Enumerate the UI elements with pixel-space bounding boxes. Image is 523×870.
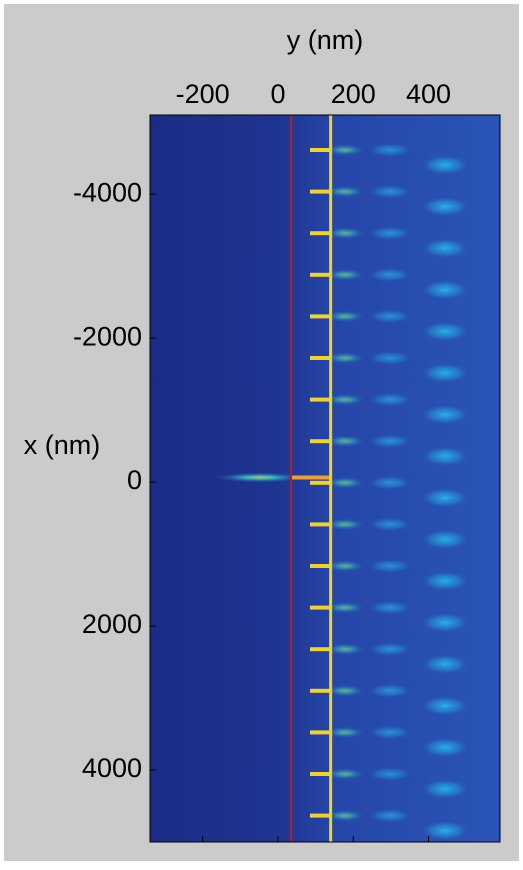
field-spot [421,820,469,841]
y-tick-label: 0 [127,465,142,495]
field-dash [310,397,331,402]
field-spot [368,559,412,573]
field-pattern [215,143,469,841]
field-spot [325,227,365,240]
field-spot [325,476,365,489]
y-tick-label: -4000 [73,177,142,207]
field-spot [325,144,365,156]
x-tick-label: 200 [331,79,376,109]
field-spot [368,600,412,615]
field-dash [310,189,331,194]
field-dash [310,314,331,319]
field-dash [310,439,331,444]
field-dash [310,730,331,735]
field-spot [421,612,469,633]
field-spot [325,393,365,406]
field-dash [310,522,331,527]
field-spot [325,809,365,822]
field-spot [368,683,412,698]
field-spot [421,529,469,550]
field-dash [310,813,331,818]
field-spot [325,518,365,531]
field-spot [368,226,412,241]
field-spot [325,726,365,739]
field-spot [368,267,412,282]
field-spot [368,143,412,157]
y-tick-label: 4000 [82,753,142,783]
field-spot [325,352,365,364]
field-spot [421,279,469,300]
field-spot [368,808,412,823]
field-spot [421,196,469,217]
field-spot [368,725,412,740]
x-tick-label: -200 [176,79,230,109]
field-spot [421,571,469,591]
field-spot [325,268,365,281]
y-axis-label: x (nm) [24,430,101,460]
y-tick-label: -2000 [73,321,142,351]
field-spot [325,435,365,448]
y-tick-label: 2000 [82,609,142,639]
field-dash [310,148,331,152]
field-spot [421,238,469,259]
field-dash [310,564,331,568]
field-spot [325,310,365,323]
field-dash [310,772,331,776]
field-dash [310,605,331,610]
field-spot [325,768,365,780]
field-dash [310,480,331,485]
x-axis-label: y (nm) [287,25,364,55]
field-spot [421,737,469,758]
field-spot [325,643,365,656]
field-spot [421,321,469,342]
field-spot [368,642,412,657]
field-spot [421,654,469,675]
field-spot [368,517,412,532]
field-spot [325,684,365,697]
field-spot [368,475,412,490]
field-spot [421,487,469,508]
field-spot [421,363,469,383]
field-dash [310,688,331,693]
field-spot [421,695,469,716]
field-spot [421,446,469,467]
field-spot [368,309,412,324]
field-dash [310,647,331,652]
x-tick-label: 0 [270,79,285,109]
field-dash [310,272,331,277]
plot-frame [149,114,501,843]
field-spot [368,767,412,781]
field-spot [368,434,412,449]
field-spot [368,351,412,365]
field-spot [421,155,469,175]
field-spot [325,601,365,614]
field-spot [421,404,469,425]
field-dash [310,356,331,360]
field-spot [325,560,365,572]
field-spot [421,779,469,799]
field-dash [292,475,331,480]
field-spot [368,392,412,407]
field-dash [310,231,331,236]
field-spot [325,185,365,198]
field-spot [215,472,305,483]
field-spot [368,184,412,199]
x-tick-label: 400 [406,79,451,109]
